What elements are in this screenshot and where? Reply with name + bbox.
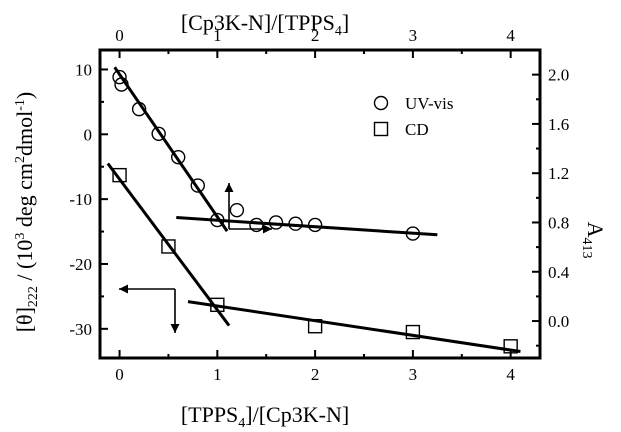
y-left-tick-label: -30 (69, 320, 92, 339)
point-uv-vis (151, 126, 166, 141)
y-right-tick-label: 1.6 (548, 115, 569, 134)
x-top-tick-label: 0 (115, 26, 124, 45)
y-left-title-sup: 3 (13, 233, 28, 240)
y-left-tick-label: -10 (69, 190, 92, 209)
y-left-axis-title: [θ]222 / (103 deg cm2dmol-1) (12, 92, 41, 333)
axis-arrows (119, 183, 272, 333)
ticks-layer: 0 0 1 1 2 2 3 3 4 4 10 0 -10 -20 -30 2.0 1.6 1.2 0.8 0.4 0.0 (69, 26, 569, 384)
x-top-tick-label: 2 (311, 26, 320, 45)
x-top-tick-label: 4 (506, 26, 515, 45)
y-right-tick-label: 2.0 (548, 66, 569, 85)
fit-line (176, 216, 438, 237)
x-bottom-axis-title: [TPPS4]/[Cp3K-N] (181, 402, 349, 431)
x-top-title-part: ] (342, 10, 349, 35)
y-left-title-part: [θ] (12, 307, 37, 332)
x-top-axis-title: [Cp3K-N]/[TPPS4] (181, 10, 349, 39)
x-bottom-tick-label: 3 (409, 365, 418, 384)
point-cd (210, 297, 225, 313)
point-uv-vis (131, 101, 147, 117)
point-uv-vis (114, 77, 129, 92)
point-uv-vis (229, 202, 245, 218)
point-uv-vis (190, 178, 205, 193)
point-uv-vis (288, 216, 303, 231)
y-right-tick-label: 0.8 (548, 213, 569, 232)
data-points (112, 69, 518, 354)
legend-label-cd: CD (405, 120, 429, 139)
x-bottom-title-part: ]/[Cp3K-N] (245, 402, 349, 427)
point-cd (161, 239, 176, 254)
point-uv-vis (268, 215, 284, 230)
point-uv-vis (405, 226, 421, 241)
y-left-title-part: dmol (12, 111, 37, 156)
y-left-tick-label: 0 (84, 125, 93, 144)
fit-line (113, 66, 229, 232)
x-bottom-tick-label: 0 (115, 365, 124, 384)
point-uv-vis (307, 217, 323, 233)
fit-lines (106, 66, 521, 353)
y-left-title-part: / (10 (12, 240, 37, 286)
arrow-right-to-right-axis-head (263, 224, 272, 234)
plot-frame (98, 48, 542, 360)
arrow-left-to-left-axis-head (119, 284, 128, 294)
y-left-title-sub: 222 (26, 286, 41, 307)
x-top-title-part: [Cp3K-N]/[TPPS (181, 10, 335, 35)
legend-marker-cd (373, 121, 389, 137)
y-right-tick-label: 0.4 (548, 263, 570, 282)
y-right-title-sub: 413 (579, 237, 594, 258)
y-right-tick-label: 0.0 (548, 312, 569, 331)
x-bottom-title-sub: 4 (238, 416, 245, 431)
point-cd (405, 324, 421, 340)
arrow-up-to-top-axis-head (224, 183, 234, 192)
point-cd (112, 167, 127, 183)
fit-line (106, 162, 231, 327)
y-left-tick-label: 10 (75, 60, 92, 79)
arrow-down-to-bottom-axis-head (170, 324, 180, 333)
fit-line (187, 300, 521, 353)
y-left-tick-label: -20 (69, 255, 92, 274)
y-left-title-sup: 2 (13, 156, 28, 163)
x-top-tick-label: 3 (409, 26, 418, 45)
legend-label-uv-vis: UV-vis (405, 94, 454, 113)
x-bottom-tick-label: 2 (311, 365, 320, 384)
legend: UV-vis CD (373, 94, 454, 139)
point-uv-vis (210, 212, 225, 228)
x-top-title-sub: 4 (335, 24, 342, 39)
point-uv-vis (112, 69, 127, 85)
point-cd (307, 319, 323, 334)
point-cd (503, 339, 518, 354)
y-right-title-part: A (583, 222, 608, 238)
y-right-axis-title: A413 (579, 222, 608, 259)
y-left-title-part: ) (12, 92, 37, 99)
y-left-title-sup: -1 (13, 99, 28, 111)
y-left-title-part: deg cm (12, 163, 37, 233)
x-top-tick-label: 1 (213, 26, 222, 45)
point-uv-vis (249, 217, 264, 233)
point-uv-vis (171, 149, 186, 165)
x-bottom-tick-label: 1 (213, 365, 222, 384)
legend-marker-uv-vis (373, 95, 389, 111)
plot-border (98, 48, 542, 360)
y-right-tick-label: 1.2 (548, 164, 569, 183)
x-bottom-tick-label: 4 (506, 365, 515, 384)
x-bottom-title-part: [TPPS (181, 402, 238, 427)
